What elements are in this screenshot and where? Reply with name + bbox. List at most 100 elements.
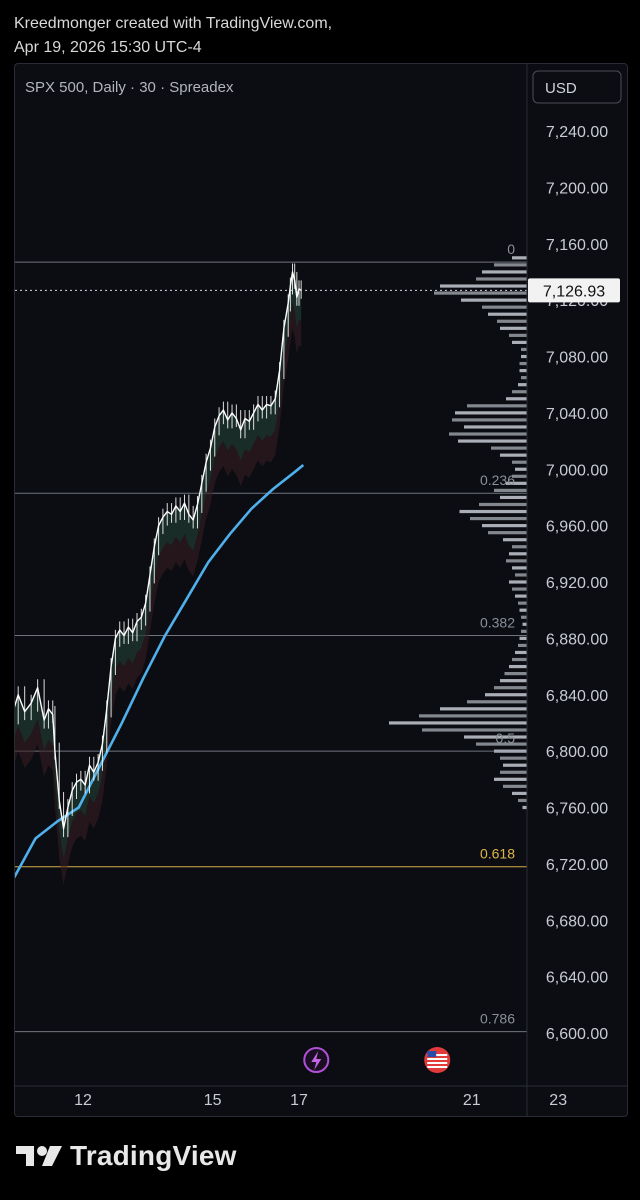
flag-stripe xyxy=(427,1058,448,1060)
volume-profile-bar xyxy=(521,354,527,359)
volume-profile-bar xyxy=(522,805,527,810)
volume-profile-bar xyxy=(504,672,527,676)
volume-profile-bar xyxy=(500,756,527,760)
y-tick-label: 6,680.00 xyxy=(546,913,608,930)
volume-profile-bar xyxy=(506,397,527,401)
volume-profile-bar xyxy=(515,467,527,471)
fib-level-label: 0.5 xyxy=(496,730,516,746)
y-tick-label: 6,960.00 xyxy=(546,519,608,536)
volume-profile-bar xyxy=(476,742,527,746)
fib-level-label: 0.236 xyxy=(480,472,515,488)
currency-selector[interactable]: USD xyxy=(532,70,622,104)
volume-profile-bar xyxy=(500,495,527,500)
brand-name: TradingView xyxy=(70,1140,237,1171)
fib-level-label: 0 xyxy=(507,241,515,257)
volume-profile-bar xyxy=(419,714,527,718)
y-tick-label: 6,600.00 xyxy=(546,1026,608,1043)
volume-profile-bar xyxy=(422,728,527,732)
volume-profile-bar xyxy=(488,312,527,316)
y-tick-label: 7,160.00 xyxy=(546,237,608,254)
currency-label: USD xyxy=(545,80,577,97)
volume-profile-bar xyxy=(494,777,527,781)
y-tick-label: 6,720.00 xyxy=(546,857,608,874)
volume-profile-bar xyxy=(434,291,527,295)
volume-profile-bar xyxy=(515,573,527,577)
volume-profile-bar xyxy=(497,319,527,323)
volume-profile-bar xyxy=(512,474,527,478)
volume-profile-bar xyxy=(506,559,527,563)
lightning-icon[interactable] xyxy=(303,1047,330,1073)
fib-level-label: 0.382 xyxy=(480,615,515,631)
us-flag-icon[interactable] xyxy=(424,1047,451,1073)
flag-stripe xyxy=(427,1062,448,1064)
volume-profile-bar xyxy=(482,305,527,309)
volume-profile-bar xyxy=(503,784,527,788)
volume-profile-bar xyxy=(440,284,527,288)
volume-profile-bar xyxy=(521,347,527,352)
volume-profile-bar xyxy=(470,516,527,521)
volume-profile-bar xyxy=(500,326,527,330)
volume-profile-bar xyxy=(521,615,527,619)
flag-canton xyxy=(427,1051,437,1057)
y-tick-label: 6,880.00 xyxy=(546,631,608,648)
volume-profile-bar xyxy=(503,763,527,767)
volume-profile-bar xyxy=(500,770,527,774)
volume-profile-bar xyxy=(518,601,527,605)
y-tick-label: 7,240.00 xyxy=(546,124,608,141)
x-tick-label: 23 xyxy=(549,1092,567,1109)
volume-profile-bar xyxy=(518,643,527,648)
volume-profile-bar xyxy=(512,545,527,549)
volume-profile-bar xyxy=(464,735,527,739)
volume-profile-bar xyxy=(464,425,527,429)
ema-cloud xyxy=(15,271,302,860)
volume-profile-bar xyxy=(458,439,527,443)
volume-profile-bar xyxy=(494,488,527,492)
volume-profile-bar xyxy=(512,390,527,394)
y-tick-label: 7,040.00 xyxy=(546,406,608,423)
volume-profile-bar xyxy=(449,432,527,436)
volume-profile-bar xyxy=(519,368,527,373)
y-tick-label: 7,000.00 xyxy=(546,462,608,479)
volume-profile-bar xyxy=(506,481,527,485)
fib-level-label: 0.786 xyxy=(480,1011,515,1027)
volume-profile-bar xyxy=(482,524,527,528)
currency-button-frame xyxy=(532,70,622,104)
volume-profile-bar xyxy=(440,707,527,711)
volume-profile-bar xyxy=(461,298,527,302)
volume-profile-bar xyxy=(509,333,527,337)
chart-title: SPX 500, Daily · 30 · Spreadex xyxy=(25,79,234,96)
volume-profile-bar xyxy=(482,270,527,274)
flag-stripe xyxy=(427,1066,448,1068)
chart-panel[interactable]: SPX 500, Daily · 30 · Spreadex 0 0.236 0.38… xyxy=(14,63,628,1117)
price-chart[interactable]: SPX 500, Daily · 30 · Spreadex 0 0.236 0.38… xyxy=(15,64,627,1116)
credit-line: Kreedmonger created with TradingView.com… xyxy=(14,15,333,32)
volume-profile-bar xyxy=(467,700,527,704)
volume-profile-bar xyxy=(500,453,527,457)
volume-profile-bar xyxy=(515,650,527,655)
last-price-label: 7,126.93 xyxy=(543,283,605,300)
volume-profile-bar xyxy=(491,446,527,450)
volume-profile-bar xyxy=(452,418,527,422)
moving-average-line xyxy=(15,464,305,879)
volume-profile-bar xyxy=(488,531,527,535)
volume-profile-bar xyxy=(512,791,527,796)
volume-profile-bar xyxy=(455,411,527,415)
volume-profile-bar xyxy=(512,587,527,591)
volume-profile-bar xyxy=(494,263,527,267)
volume-profile-bar xyxy=(519,361,527,366)
y-tick-label: 7,200.00 xyxy=(546,180,608,197)
volume-profile-bar xyxy=(521,376,527,380)
volume-profile-bar xyxy=(500,679,527,683)
volume-profile-bar xyxy=(467,404,527,408)
volume-profile-bar xyxy=(519,608,527,612)
volume-profile-bar xyxy=(522,622,527,626)
volume-profile-bar xyxy=(494,686,527,690)
timestamp: Apr 19, 2026 15:30 UTC-4 xyxy=(14,39,202,56)
x-tick-label: 17 xyxy=(290,1092,308,1109)
volume-profile-bar xyxy=(509,664,527,669)
volume-profile-bar xyxy=(509,580,527,584)
chart-credit: Kreedmonger created with TradingView.com… xyxy=(14,12,332,60)
tradingview-logo: TradingView xyxy=(16,1140,237,1172)
y-tick-label: 6,920.00 xyxy=(546,575,608,592)
volume-profile-bar xyxy=(512,460,527,464)
